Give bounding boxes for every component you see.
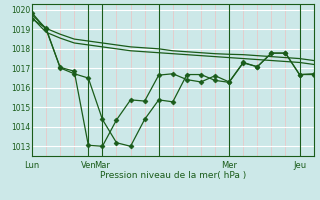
X-axis label: Pression niveau de la mer( hPa ): Pression niveau de la mer( hPa ) [100,171,246,180]
